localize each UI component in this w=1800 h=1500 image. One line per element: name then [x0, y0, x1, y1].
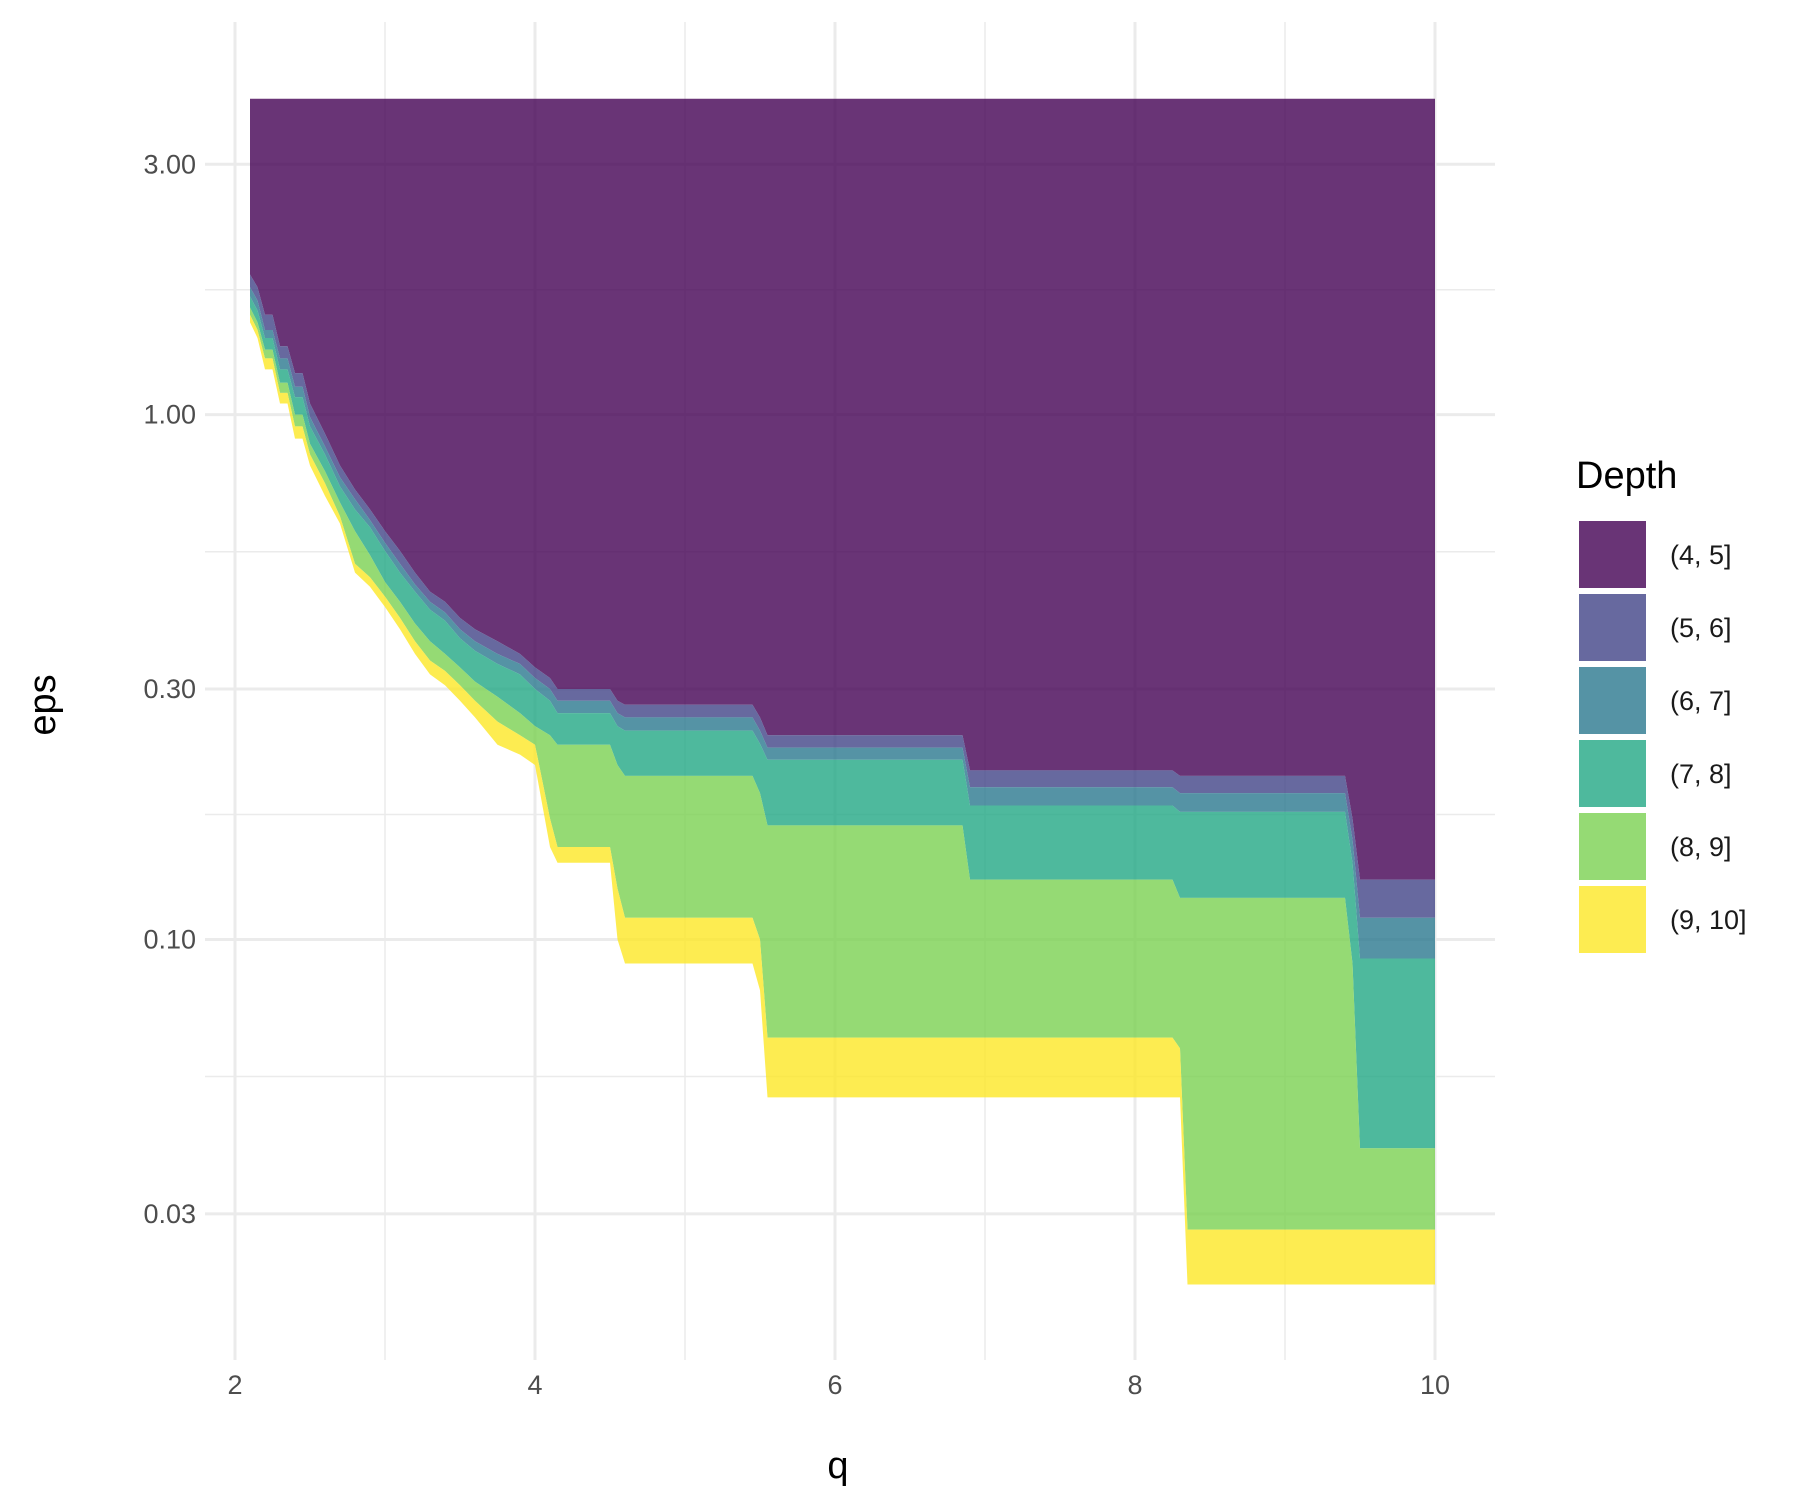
legend: Depth (4, 5] (5, 6] (6, 7] (7, 8] (8, 9] (9, …: [1576, 455, 1747, 955]
depth-region-6: [250, 314, 1435, 1285]
legend-key: [1577, 592, 1648, 663]
x-axis-title: q: [827, 1445, 848, 1487]
legend-key: [1577, 884, 1648, 955]
y-tick-label: 3.00: [143, 149, 196, 179]
x-tick-label: 4: [527, 1370, 542, 1400]
x-tick-label: 10: [1420, 1370, 1450, 1400]
legend-label: (9, 10]: [1670, 905, 1747, 935]
legend-key: [1577, 811, 1648, 882]
x-tick-label: 8: [1127, 1370, 1142, 1400]
legend-key: [1577, 738, 1648, 809]
y-axis-title: eps: [22, 674, 64, 735]
legend-key: [1577, 519, 1648, 590]
y-tick-label: 1.00: [143, 400, 196, 430]
depth-region-5: [250, 307, 1435, 1230]
y-tick-label: 0.03: [143, 1199, 196, 1229]
legend-title: Depth: [1576, 455, 1677, 497]
depth-regions: [250, 98, 1435, 1285]
axis-labels: 2 4 6 8 10 0.03 0.10 0.30 1.00 3.00: [143, 149, 1450, 1400]
legend-label: (6, 7]: [1670, 686, 1732, 716]
y-tick-label: 0.10: [143, 924, 196, 954]
legend-label: (8, 9]: [1670, 832, 1732, 862]
x-tick-label: 2: [227, 1370, 242, 1400]
legend-label: (7, 8]: [1670, 759, 1732, 789]
depth-region-1: [250, 98, 1435, 880]
legend-key: [1577, 665, 1648, 736]
y-tick-label: 0.30: [143, 674, 196, 704]
legend-label: (5, 6]: [1670, 613, 1732, 643]
depth-region-3: [250, 287, 1435, 959]
legend-label: (4, 5]: [1670, 540, 1732, 570]
x-tick-label: 6: [827, 1370, 842, 1400]
